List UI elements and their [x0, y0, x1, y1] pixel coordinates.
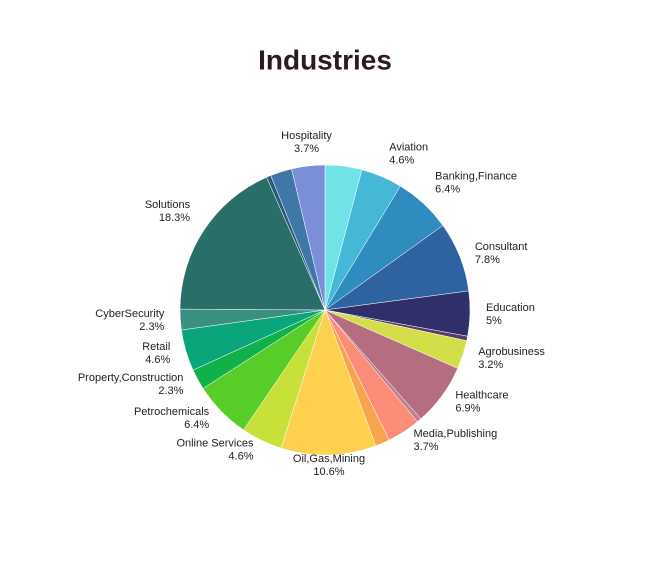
slice-value-label: 2.3%: [139, 321, 164, 333]
slice-label: Healthcare: [455, 389, 508, 401]
slice-value-label: 5%: [486, 315, 502, 327]
slice-value-label: 2.3%: [158, 385, 183, 397]
slice-value-label: 3.7%: [413, 441, 438, 453]
slice-value-label: 6.4%: [184, 419, 209, 431]
slice-label: Agrobusiness: [478, 346, 545, 358]
pie-slice: [179, 176, 326, 311]
slice-value-label: 3.7%: [294, 143, 319, 155]
slice-value-label: 18.3%: [159, 212, 190, 224]
chart-title: Industries: [258, 44, 392, 75]
slice-label: Hospitality: [281, 130, 332, 142]
slice-label: Online Services: [176, 437, 254, 449]
slice-value-label: 7.8%: [475, 254, 500, 266]
slice-label: Retail: [142, 341, 170, 353]
slice-value-label: 6.4%: [435, 183, 460, 195]
slice-label: CyberSecurity: [95, 308, 165, 320]
slice-label: Oil,Gas,Mining: [293, 453, 365, 465]
slice-label: Media,Publishing: [413, 428, 497, 440]
slice-value-label: 4.6%: [389, 154, 414, 166]
pie-slice: [291, 164, 326, 311]
slice-value-label: 6.9%: [455, 402, 480, 414]
slice-label: Property,Construction: [78, 372, 184, 384]
slice-value-label: 4.6%: [228, 450, 253, 462]
slice-value-label: 10.6%: [313, 466, 344, 478]
slice-label: Solutions: [145, 199, 191, 211]
slice-label: Education: [486, 302, 535, 314]
slice-label: Petrochemicals: [134, 406, 210, 418]
pie-slice: [280, 309, 377, 456]
slice-value-label: 3.2%: [478, 359, 503, 371]
slice-value-label: 4.6%: [145, 354, 170, 366]
slice-label: Aviation: [389, 141, 428, 153]
slice-label: Consultant: [475, 241, 528, 253]
slice-label: Banking,Finance: [435, 170, 517, 182]
